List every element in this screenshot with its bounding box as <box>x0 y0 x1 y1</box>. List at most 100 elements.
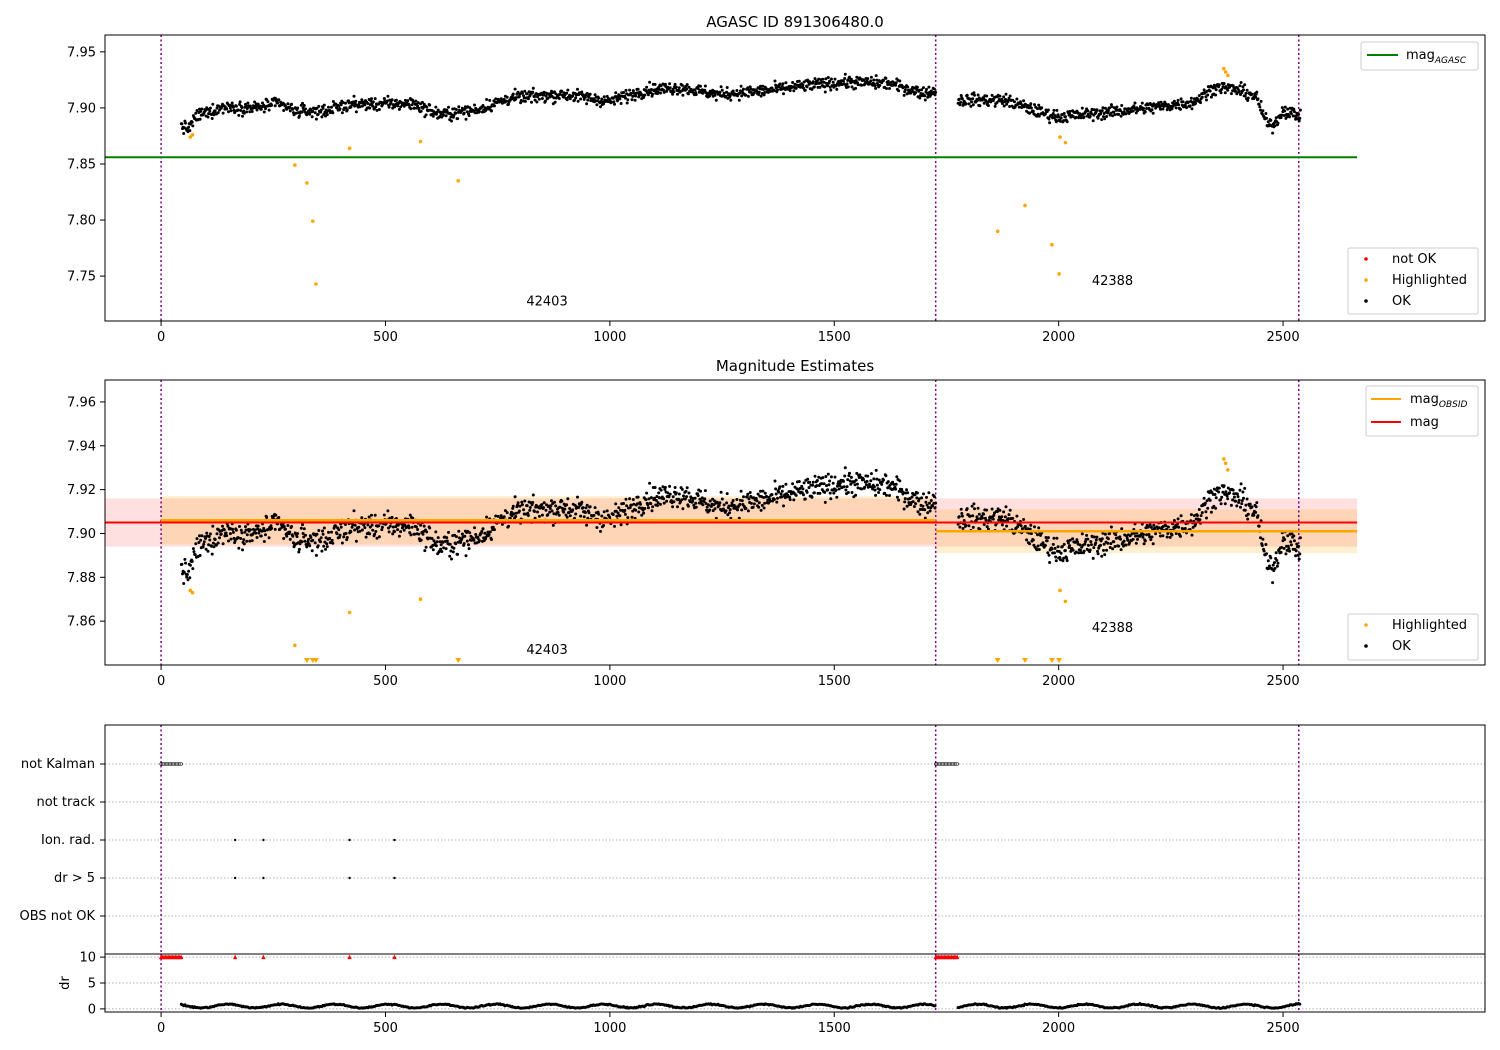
estimates-ok-point-1481 <box>1099 543 1102 547</box>
estimates-ok-point-104 <box>242 542 246 546</box>
estimates-ok-point-1785 <box>1283 538 1287 541</box>
agasc-ok-point-1070 <box>828 79 832 83</box>
agasc-ok-point-286 <box>353 104 357 108</box>
agasc-ok-point-835 <box>685 83 689 87</box>
estimates-ok-point-1206 <box>910 495 914 499</box>
estimates-ok-point-949 <box>754 496 758 500</box>
estimates-ok-point-776 <box>649 496 653 500</box>
agasc-ok-point-1406 <box>1053 114 1057 118</box>
estimates-ok-point-638 <box>566 497 570 501</box>
estimates-ok-point-56 <box>213 538 217 541</box>
agasc-ok-point-1623 <box>1185 106 1188 110</box>
agasc-ok-point-1603 <box>1172 99 1176 103</box>
estimates-ok-point-1182 <box>895 495 899 499</box>
estimates-ok-point-1759 <box>1267 566 1271 570</box>
estimates-x-tick-0: 0 <box>157 674 165 689</box>
estimates-ok-point-95 <box>237 546 241 550</box>
estimates-ok-point-1050 <box>815 479 819 482</box>
agasc-ok-point-655 <box>576 99 580 103</box>
estimates-ok-point-100 <box>240 531 244 535</box>
estimates-ok-point-145 <box>267 536 271 540</box>
estimates-ok-point-1049 <box>815 484 819 488</box>
agasc-ok-point-1664 <box>1209 95 1213 99</box>
estimates-ok-point-1679 <box>1219 498 1222 502</box>
estimates-ok-point-96 <box>238 525 241 528</box>
agasc-ok-point-907 <box>729 98 733 102</box>
estimates-ok-point-420 <box>434 530 438 534</box>
estimates-ok-point-1404 <box>1052 536 1056 540</box>
estimates-ok-point-1395 <box>1046 536 1050 540</box>
agasc-ok-point-470 <box>464 117 468 121</box>
agasc-y-tick-1: 7.80 <box>67 214 96 229</box>
estimates-ok-point-880 <box>712 499 716 503</box>
estimates-ok-point-966 <box>765 494 768 498</box>
estimates-ok-point-1473 <box>1094 541 1098 545</box>
estimates-ok-point-149 <box>270 526 274 530</box>
agasc-ok-point-195 <box>297 114 301 118</box>
estimates-ok-point-998 <box>784 482 788 486</box>
estimates-ok-point-1113 <box>854 493 858 497</box>
agasc-ok-point-901 <box>725 86 729 89</box>
estimates-ok-point-984 <box>776 496 779 500</box>
agasc-ok-point-1153 <box>878 84 882 87</box>
estimates-ok-point-1503 <box>1112 540 1116 544</box>
agasc-ok-point-1227 <box>923 94 927 98</box>
agasc-ok-point-826 <box>680 89 684 93</box>
estimates-ok-point-1755 <box>1265 552 1268 556</box>
estimates-highlighted-point-4 <box>418 597 423 602</box>
agasc-ok-point-446 <box>450 119 453 123</box>
flag-label-dr-gt-5: dr > 5 <box>54 871 95 886</box>
estimates-ok-point-1070 <box>828 479 832 483</box>
estimates-ok-point-1423 <box>1063 549 1067 552</box>
agasc-highlighted-point-6 <box>347 146 352 151</box>
agasc-ok-point-665 <box>582 97 586 101</box>
estimates-ok-point-667 <box>583 511 587 514</box>
estimates-ok-point-249 <box>330 538 334 542</box>
agasc-panel-title: AGASC ID 891306480.0 <box>706 13 884 31</box>
estimates-ok-point-1451 <box>1080 532 1084 536</box>
estimates-ok-point-21 <box>192 550 196 554</box>
estimates-ok-point-1065 <box>825 484 828 488</box>
estimates-ok-point-226 <box>316 544 320 548</box>
agasc-ok-point-538 <box>505 95 509 99</box>
estimates-ok-point-575 <box>528 508 532 512</box>
estimates-ok-point-429 <box>439 543 443 547</box>
estimates-ok-point-1278 <box>976 517 979 521</box>
estimates-ok-point-1654 <box>1203 501 1207 505</box>
estimates-ok-point-1133 <box>866 474 870 478</box>
agasc-points-legend: not OK Highlighted OK <box>1347 247 1479 315</box>
agasc-ok-point-114 <box>248 104 252 108</box>
estimates-ok-point-1325 <box>1004 505 1008 509</box>
estimates-ok-point-450 <box>452 546 456 550</box>
estimates-ok-point-1067 <box>826 488 830 492</box>
estimates-ok-point-717 <box>614 502 618 506</box>
agasc-ok-point-59 <box>215 106 219 110</box>
agasc-ok-point-921 <box>737 98 741 102</box>
agasc-ok-point-602 <box>544 94 548 98</box>
agasc-ok-point-1281 <box>977 96 981 100</box>
agasc-ok-point-819 <box>676 92 679 96</box>
estimates-ok-point-548 <box>511 504 515 508</box>
estimates-ok-point-472 <box>465 539 469 543</box>
estimates-ok-point-1801 <box>1292 539 1296 543</box>
agasc-ok-point-1719 <box>1243 83 1247 87</box>
agasc-line-legend: magAGASC <box>1360 41 1479 71</box>
agasc-ok-point-110 <box>246 101 250 105</box>
agasc-ok-point-94 <box>236 108 240 112</box>
agasc-ok-point-510 <box>488 105 492 109</box>
dr-outlier-4-0 <box>347 954 352 960</box>
agasc-ok-point-1259 <box>964 102 968 106</box>
estimates-ok-point-161 <box>277 516 281 519</box>
estimates-ok-point-321 <box>374 530 378 533</box>
agasc-ok-point-1723 <box>1245 88 1249 92</box>
estimates-ok-point-227 <box>317 529 321 532</box>
estimates-ok-point-274 <box>345 536 349 539</box>
estimates-ok-point-1804 <box>1294 549 1298 553</box>
agasc-ok-point-1739 <box>1255 90 1259 94</box>
estimates-ok-point-922 <box>738 502 742 506</box>
estimates-ok-point-1520 <box>1122 539 1126 543</box>
agasc-ok-point-624 <box>557 97 561 100</box>
agasc-ok-point-1396 <box>1047 117 1051 121</box>
estimates-ok-point-713 <box>611 513 615 516</box>
estimates-ok-point-174 <box>285 534 289 538</box>
